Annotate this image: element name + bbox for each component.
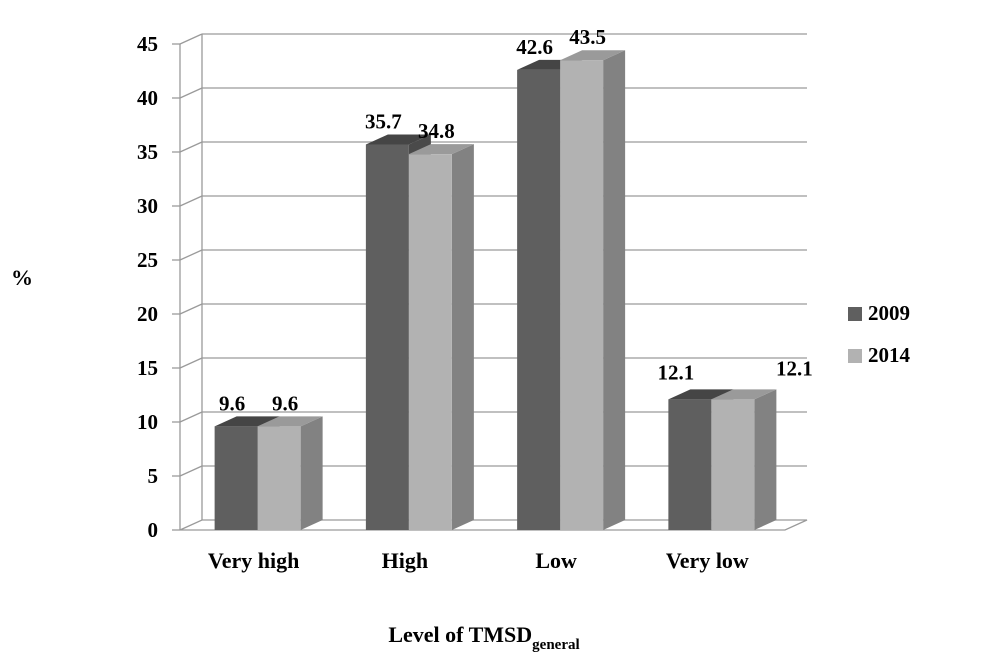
gridline-depth [179,303,203,315]
x-axis-label-subscript: general [532,637,579,653]
x-axis-label-main: Level of TMSD [388,622,532,647]
data-label: 12.1 [658,360,695,384]
legend-label: 2014 [868,343,911,367]
gridlines [179,33,807,477]
gridline-depth [179,141,203,153]
data-label: 42.6 [516,35,553,59]
gridline-depth [179,33,203,45]
bar-top [365,134,431,145]
y-tick-label: 15 [137,356,158,380]
data-label: 35.7 [365,109,402,133]
gridline-depth [179,249,203,261]
category-label: Very low [666,548,749,573]
bar-top [560,50,626,61]
bar-top [668,389,734,400]
gridline-depth [179,465,203,477]
bar-front [711,399,755,530]
y-axis-ticks: 0 5 10 15 20 25 30 35 40 45 [137,32,180,542]
gridline-depth [179,195,203,207]
legend: 2009 2014 [848,301,911,367]
y-tick-label: 0 [148,518,159,542]
gridline-depth [179,87,203,99]
bar-front [560,60,604,530]
y-tick-label: 10 [137,410,158,434]
bar-2014-low [560,50,626,530]
y-axis-label: % [11,265,33,290]
legend-label: 2009 [868,301,910,325]
category-labels: Very high High Low Very low [208,548,749,573]
category-label: High [382,548,428,573]
bar-front [668,399,712,530]
category-label: Low [535,548,577,573]
legend-swatch [848,349,862,363]
data-label: 12.1 [776,356,813,380]
data-labels: 9.6 9.6 35.7 34.8 42.6 43.5 12.1 12.1 [219,25,813,415]
data-label: 9.6 [272,391,298,415]
bar-2014-high [408,144,474,530]
data-label: 43.5 [569,25,606,49]
legend-swatch [848,307,862,321]
bar-2014-very-low [711,389,777,530]
bar-front [257,426,301,530]
y-tick-label: 20 [137,302,158,326]
y-tick-label: 5 [148,464,159,488]
bar-side [603,50,626,530]
data-label: 9.6 [219,391,245,415]
bar-front [214,426,258,530]
bar-top [257,416,323,427]
category-label: Very high [208,548,299,573]
bar-top [214,416,280,427]
bar-front [365,144,409,530]
bar-front [517,69,561,531]
y-tick-label: 40 [137,86,158,110]
bar-top [408,144,474,155]
y-tick-label: 45 [137,32,158,56]
bar-side [754,389,777,530]
y-tick-label: 30 [137,194,158,218]
gridline-depth [179,411,203,423]
gridline-depth [179,357,203,369]
bar-front [408,154,452,530]
bar-2014-very-high [257,416,323,530]
bar-side [451,144,474,530]
y-tick-label: 35 [137,140,158,164]
data-label: 34.8 [418,119,455,143]
bar-top [711,389,777,400]
bar-side [300,416,323,530]
y-tick-label: 25 [137,248,158,272]
x-axis-label: Level of TMSDgeneral [388,622,579,653]
bars [214,50,777,531]
